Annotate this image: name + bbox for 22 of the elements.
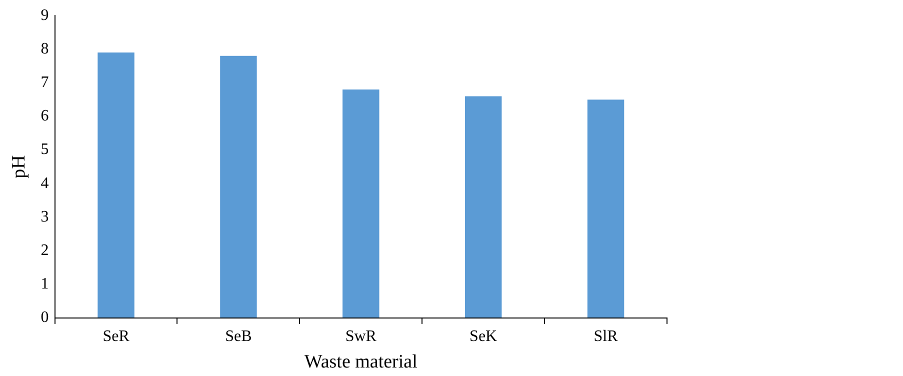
bar [220,56,257,318]
bar [342,90,380,318]
x-tick-label: SeR [102,328,130,345]
y-axis-title: pH [8,154,30,178]
y-tick-label: 7 [40,74,49,92]
bar [98,52,134,318]
y-tick-label: 0 [40,309,49,326]
y-tick-label: 6 [40,108,49,125]
bar [587,100,624,318]
x-tick-label: SeK [470,328,498,345]
bar [464,96,502,318]
x-tick-label: SwR [345,328,377,345]
y-tick-label: 3 [40,208,49,226]
y-tick-label: 2 [40,242,49,260]
y-tick-label: 5 [40,141,49,158]
y-tick-label: 1 [40,276,49,293]
y-tick-label: 8 [40,40,49,58]
y-tick-label: 9 [40,6,49,24]
x-axis-title: Waste material [304,352,418,373]
x-tick-label: SlR [594,328,618,345]
x-tick-label: SeB [225,328,252,345]
y-tick-label: 4 [40,174,49,192]
